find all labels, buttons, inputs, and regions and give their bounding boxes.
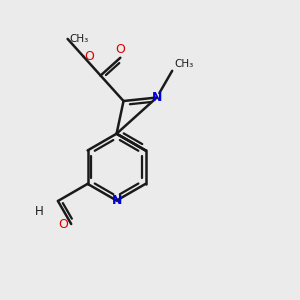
Text: N: N (152, 91, 162, 104)
Text: CH₃: CH₃ (69, 34, 88, 44)
Text: O: O (58, 218, 68, 230)
Text: O: O (116, 43, 125, 56)
Text: O: O (85, 50, 94, 63)
Text: H: H (35, 205, 44, 218)
Text: N: N (111, 194, 122, 207)
Text: CH₃: CH₃ (174, 59, 194, 69)
